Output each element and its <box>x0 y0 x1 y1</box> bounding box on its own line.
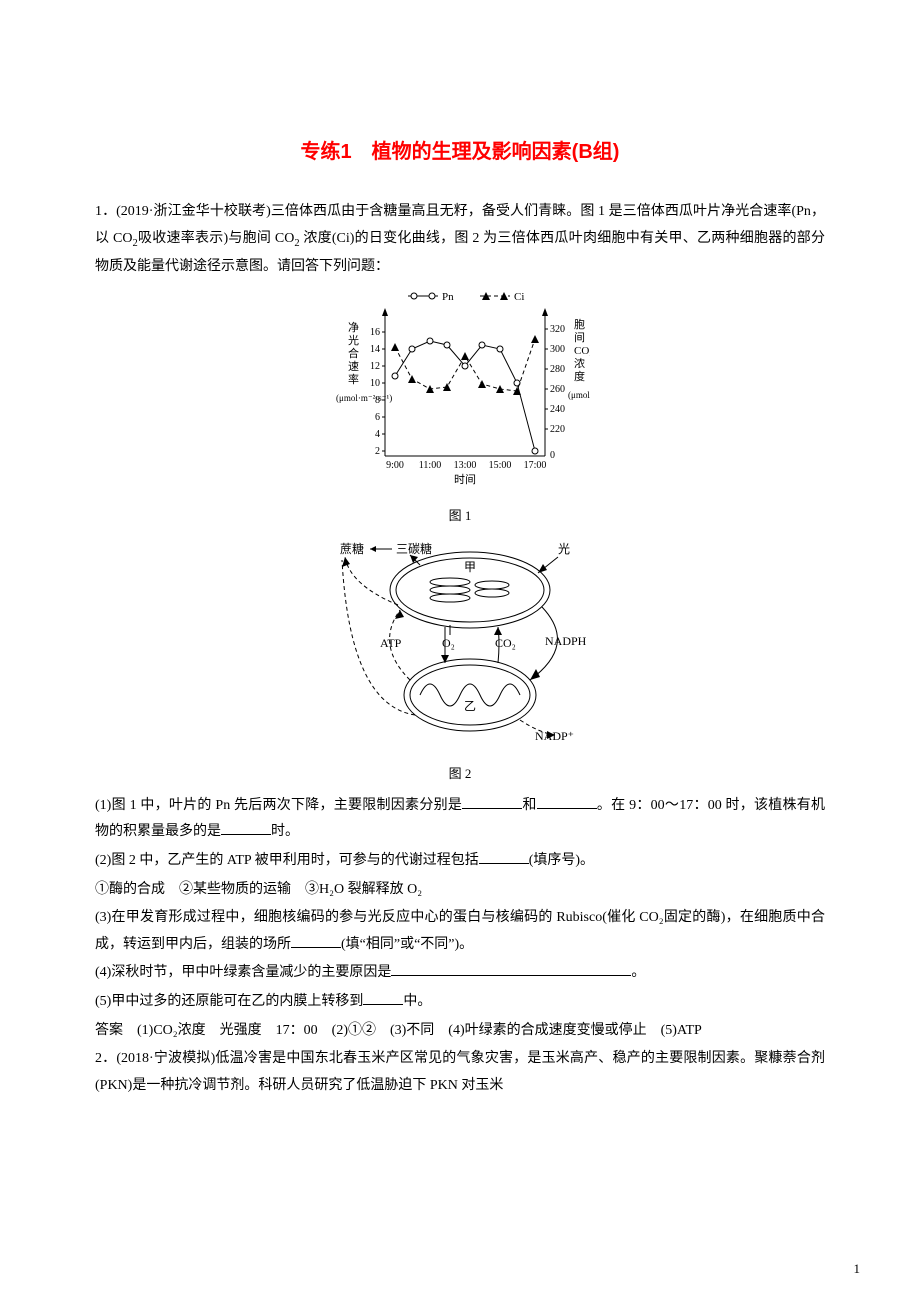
svg-text:NADPH: NADPH <box>545 634 587 648</box>
svg-text:乙: 乙 <box>464 699 476 713</box>
svg-text:CO₂: CO₂ <box>495 636 516 650</box>
svg-text:光: 光 <box>348 333 359 347</box>
svg-text:蔗糖: 蔗糖 <box>340 541 364 556</box>
q1-stem-b: 吸收速率表示)与胞间 CO <box>138 231 295 246</box>
svg-text:9:00: 9:00 <box>386 460 404 471</box>
svg-text:时间: 时间 <box>454 473 476 486</box>
page-number: 1 <box>854 1257 861 1282</box>
figure-1-svg: Pn Ci 2 4 6 8 <box>330 286 590 491</box>
svg-text:(μmol·m⁻²·s⁻¹): (μmol·m⁻²·s⁻¹) <box>568 390 590 400</box>
q1-p1: (1)图 1 中，叶片的 Pn 先后两次下降，主要限制因素分别是和。在 9：00… <box>95 793 825 846</box>
svg-text:(μmol·m⁻²·s⁻¹): (μmol·m⁻²·s⁻¹) <box>336 393 392 403</box>
q1-p3-b: (填“相同”或“不同”)。 <box>341 937 473 952</box>
q1-p1-b: 和 <box>522 798 537 813</box>
q1-stem: 1．(2019·浙江金华十校联考)三倍体西瓜由于含糖量高且无籽，备受人们青睐。图… <box>95 199 825 280</box>
svg-text:300: 300 <box>550 344 565 355</box>
q1-p5-a: (5)甲中过多的还原能可在乙的内膜上转移到 <box>95 994 363 1009</box>
svg-text:4: 4 <box>375 429 380 440</box>
svg-text:13:00: 13:00 <box>454 460 477 471</box>
q1-p3: (3)在甲发育形成过程中，细胞核编码的参与光反应中心的蛋白与核编码的 Rubis… <box>95 905 825 958</box>
svg-text:14: 14 <box>370 344 380 355</box>
q1-p2-b: (填序号)。 <box>529 853 594 868</box>
q1-answer: 答案 (1)CO₂浓度 光强度 17：00 (2)①② (3)不同 (4)叶绿素… <box>95 1018 825 1045</box>
svg-text:三碳糖: 三碳糖 <box>396 541 432 556</box>
svg-text:220: 220 <box>550 424 565 435</box>
svg-text:度: 度 <box>574 369 585 383</box>
figure-1: Pn Ci 2 4 6 8 <box>95 286 825 528</box>
svg-text:6: 6 <box>375 412 380 423</box>
blank <box>462 794 522 809</box>
page: 专练1 植物的生理及影响因素(B组) 1．(2019·浙江金华十校联考)三倍体西… <box>0 0 920 1302</box>
svg-text:0: 0 <box>550 450 555 461</box>
q1-p2-opts: ①酶的合成 ②某些物质的运输 ③H₂O 裂解释放 O₂ <box>95 877 825 904</box>
svg-text:16: 16 <box>370 327 380 338</box>
q2-stem: 2．(2018·宁波模拟)低温冷害是中国东北春玉米产区常见的气象灾害，是玉米高产… <box>95 1046 825 1099</box>
q1-p4-a: (4)深秋时节，甲中叶绿素含量减少的主要原因是 <box>95 965 391 980</box>
svg-text:17:00: 17:00 <box>524 460 547 471</box>
svg-text:甲: 甲 <box>464 560 476 574</box>
q1-p1-a: (1)图 1 中，叶片的 Pn 先后两次下降，主要限制因素分别是 <box>95 798 462 813</box>
svg-text:240: 240 <box>550 404 565 415</box>
svg-text:11:00: 11:00 <box>419 460 441 471</box>
svg-text:速: 速 <box>348 360 359 373</box>
svg-text:光: 光 <box>558 542 570 556</box>
svg-text:Pn: Pn <box>442 291 454 303</box>
svg-text:320: 320 <box>550 324 565 335</box>
svg-text:率: 率 <box>348 372 359 386</box>
svg-text:15:00: 15:00 <box>489 460 512 471</box>
figure-2: 蔗糖 三碳糖 光 甲 <box>95 535 825 787</box>
svg-text:260: 260 <box>550 384 565 395</box>
q1-p4: (4)深秋时节，甲中叶绿素含量减少的主要原因是 。 <box>95 960 825 987</box>
q1-p4-b: 。 <box>631 965 645 980</box>
blank <box>391 961 631 976</box>
svg-text:胞: 胞 <box>574 318 585 331</box>
svg-text:280: 280 <box>550 364 565 375</box>
page-title: 专练1 植物的生理及影响因素(B组) <box>95 133 825 171</box>
blank <box>363 990 403 1005</box>
svg-text:12: 12 <box>370 361 380 372</box>
q1-p5: (5)甲中过多的还原能可在乙的内膜上转移到 中。 <box>95 989 825 1016</box>
q1-p2: (2)图 2 中，乙产生的 ATP 被甲利用时，可参与的代谢过程包括 (填序号)。 <box>95 848 825 875</box>
q1-p1-d: 时。 <box>271 824 299 839</box>
svg-text:浓: 浓 <box>574 357 585 370</box>
blank <box>537 794 597 809</box>
svg-text:间: 间 <box>574 331 585 344</box>
svg-text:Ci: Ci <box>514 291 524 303</box>
figure-1-caption: 图 1 <box>95 504 825 529</box>
blank <box>221 820 271 835</box>
q1-p2-a: (2)图 2 中，乙产生的 ATP 被甲利用时，可参与的代谢过程包括 <box>95 853 479 868</box>
svg-text:合: 合 <box>348 346 359 360</box>
svg-text:净: 净 <box>348 320 359 334</box>
figure-2-caption: 图 2 <box>95 762 825 787</box>
svg-text:CO₂: CO₂ <box>574 345 590 357</box>
svg-text:10: 10 <box>370 378 380 389</box>
svg-text:2: 2 <box>375 446 380 457</box>
svg-text:O₂: O₂ <box>442 636 455 650</box>
figure-2-svg: 蔗糖 三碳糖 光 甲 <box>320 535 600 750</box>
q1-p5-b: 中。 <box>403 994 431 1009</box>
blank <box>479 849 529 864</box>
blank <box>291 933 341 948</box>
